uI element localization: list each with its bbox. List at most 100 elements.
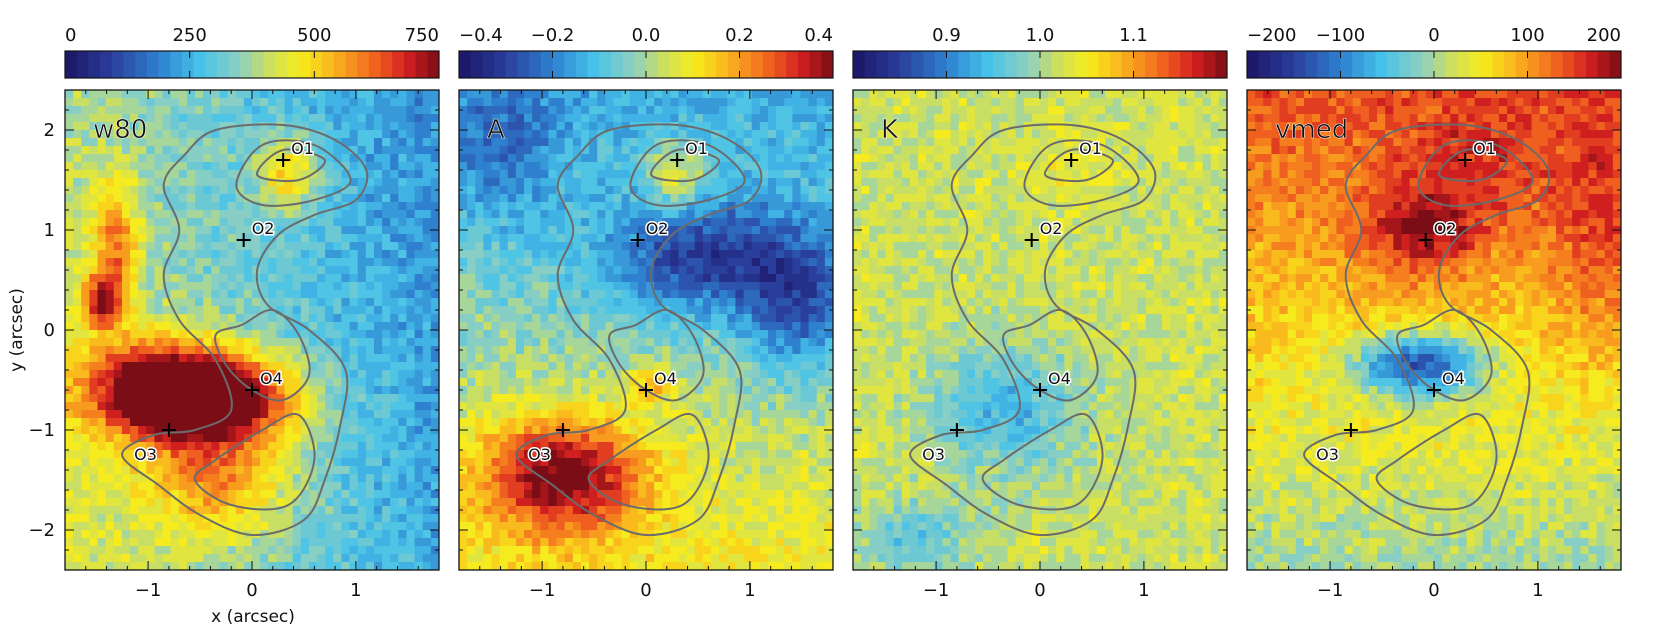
contour-line [1396,308,1493,402]
contour-line [1303,123,1551,537]
x-tick-label: 1 [1532,580,1543,601]
colorbar-A: −0.4 −0.2 0.0 0.2 0.4 [458,25,834,79]
marker-label: O1 [291,139,314,158]
marker-label: O2 [646,219,669,238]
contour-line [235,139,352,207]
marker-O1: O1 [1458,138,1497,167]
x-tick-label: 1 [1138,580,1149,601]
marker-label: O4 [1048,369,1071,388]
marker-O4: O4 [639,368,678,397]
colorbar-tick-label: 100 [1510,25,1544,46]
contour-line [650,148,720,182]
x-tick-label: 1 [744,580,755,601]
marker-label: O1 [1473,139,1496,158]
contour-line [608,308,705,402]
panel-vmed: O1 O2 O3 O4 vmed −1 0 1 −200 −100 0 100 200 [1246,25,1622,601]
x-axis-label: x (arcsec) [211,607,295,627]
y-tick-label: 0 [44,320,55,341]
colorbar-w80: 0 250 500 750 [64,25,440,79]
x-tick-label: −1 [923,580,950,601]
contour-line [1002,308,1099,402]
marker-label: O3 [922,445,945,464]
colorbar-tick-label: 1.0 [1026,25,1055,46]
contour-line [587,412,710,511]
marker-O4: O4 [1033,368,1072,397]
contours-vmed [1303,123,1551,537]
contour-line [193,412,316,511]
colorbar-tick-label: 0 [65,25,76,46]
x-tick-label: 0 [1034,580,1045,601]
marker-label: O3 [1316,445,1339,464]
panel-K: O1 O2 O3 O4 K −1 0 1 0.9 1.0 1.1 [852,25,1228,601]
contour-line [1438,148,1508,182]
marker-O2: O2 [630,218,670,247]
contour-line [909,123,1157,537]
marker-O1: O1 [670,138,709,167]
contours-K [909,123,1157,537]
colorbar-tick-label: 1.1 [1119,25,1148,46]
colorbar-tick-label: 0 [1428,25,1439,46]
y-tick-label: 1 [44,220,55,241]
contour-line [1417,139,1534,207]
marker-label: O3 [134,445,157,464]
marker-O2: O2 [1418,218,1458,247]
marker-O3: O3 [133,423,176,466]
marker-label: O2 [252,219,275,238]
x-tick-label: −1 [135,580,162,601]
axis-ticks [64,89,440,571]
contours-A [515,123,763,537]
x-tick-label: 1 [350,580,361,601]
axis-ticks [1246,89,1622,571]
marker-O4: O4 [1427,368,1466,397]
colorbar-tick-label: 250 [172,25,206,46]
colorbar-tick-label: 0.0 [632,25,661,46]
marker-O2: O2 [236,218,276,247]
marker-label: O2 [1040,219,1063,238]
contour-line [515,123,763,537]
panel-A: O1 O2 O3 O4 A −1 0 1 −0.4 −0.2 0.0 0.2 0.4 [458,25,834,601]
marker-O1: O1 [276,138,315,167]
marker-label: O4 [654,369,677,388]
contour-line [629,139,746,207]
marker-O3: O3 [1315,423,1358,466]
colorbar-tick-label: 500 [297,25,331,46]
heatmap-vmed [1247,90,1621,570]
x-tick-label: 0 [640,580,651,601]
x-tick-label: 0 [246,580,257,601]
contours-w80 [121,123,369,537]
marker-label: O4 [260,369,283,388]
x-tick-label: −1 [529,580,556,601]
colorbar-K: 0.9 1.0 1.1 [852,25,1228,79]
colorbar-tick-label: 200 [1587,25,1621,46]
contour-line [214,308,311,402]
contour-line [1023,139,1140,207]
contour-line [256,148,326,182]
marker-label: O4 [1442,369,1465,388]
axis-ticks [458,89,834,571]
y-tick-label: −2 [28,520,55,541]
panel-label: vmed [1275,115,1348,145]
colorbar-tick-label: −200 [1247,25,1296,46]
heatmap-A [459,90,833,570]
colorbar-tick-label: 0.9 [932,25,961,46]
marker-O2: O2 [1024,218,1064,247]
x-tick-label: 0 [1428,580,1439,601]
marker-label: O1 [1079,139,1102,158]
contour-line [1044,148,1114,182]
colorbar-tick-label: −0.2 [531,25,575,46]
panel-label: K [881,115,899,145]
axis-ticks [852,89,1228,571]
panels-group: O1 O2 O3 O4 w80 −1 0 1 −2 −1 0 1 2 0 250 500 750 O1 O2 O3 O4… [28,25,1622,601]
heatmap-w80 [65,90,439,570]
marker-label: O1 [685,139,708,158]
marker-O3: O3 [527,423,570,466]
colorbar-vmed: −200 −100 0 100 200 [1246,25,1622,79]
marker-label: O2 [1434,219,1457,238]
contour-line [121,123,369,537]
panel-label: A [487,115,505,145]
y-tick-label: 2 [44,120,55,141]
marker-O1: O1 [1064,138,1103,167]
panel-w80: O1 O2 O3 O4 w80 −1 0 1 −2 −1 0 1 2 0 250 500 750 [28,25,440,601]
x-tick-label: −1 [1317,580,1344,601]
